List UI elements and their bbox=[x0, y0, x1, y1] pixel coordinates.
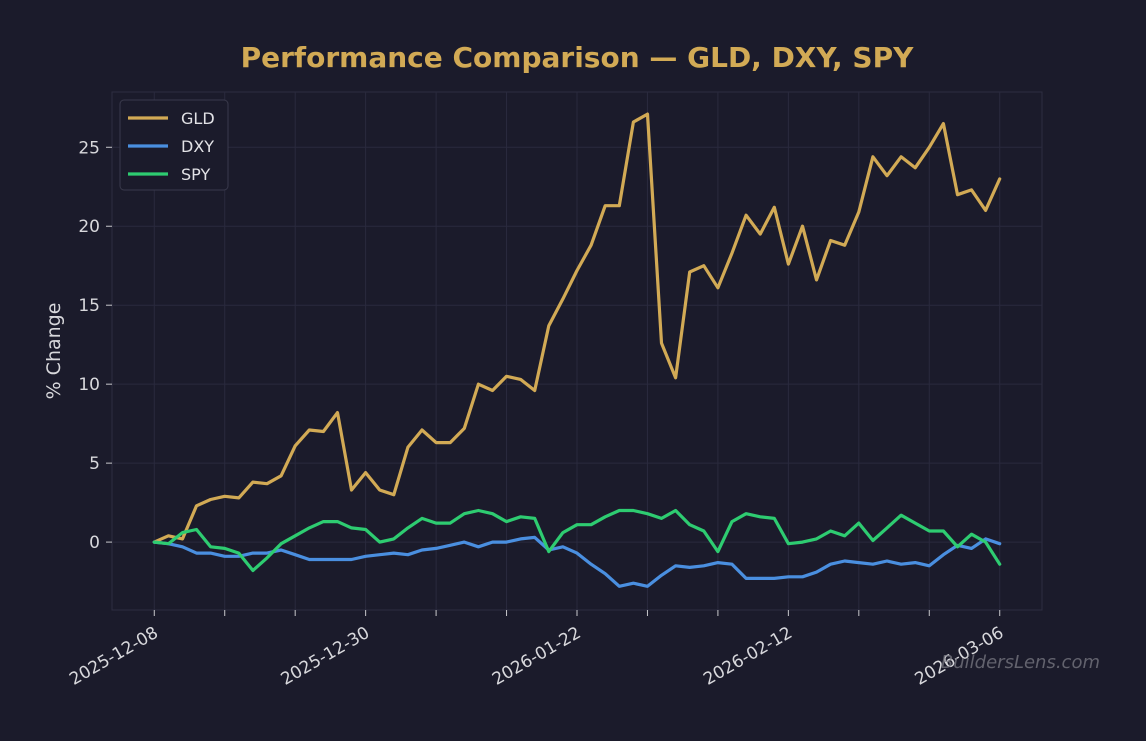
y-tick-label: 10 bbox=[78, 375, 100, 395]
legend-label-gld: GLD bbox=[181, 109, 215, 128]
watermark: BuildersLens.com bbox=[941, 652, 1100, 673]
y-tick-label: 5 bbox=[89, 454, 100, 474]
series-lines bbox=[152, 112, 1002, 588]
legend-label-dxy: DXY bbox=[181, 137, 214, 156]
y-tick-label: 20 bbox=[78, 217, 100, 237]
y-axis-label: % Change bbox=[43, 303, 65, 400]
series-line-spy bbox=[152, 508, 1002, 573]
legend-label-spy: SPY bbox=[181, 165, 210, 184]
y-tick-label: 25 bbox=[78, 138, 100, 158]
y-axis: 0 5 10 15 20 25 bbox=[78, 138, 112, 553]
y-tick-label: 15 bbox=[78, 296, 100, 316]
chart-title: Performance Comparison — GLD, DXY, SPY bbox=[241, 41, 915, 74]
grid bbox=[112, 92, 1042, 610]
series-line-gld bbox=[152, 112, 1002, 544]
legend: GLD DXY SPY bbox=[119, 99, 229, 191]
series-line-dxy bbox=[152, 535, 1002, 588]
y-tick-label: 0 bbox=[89, 533, 100, 553]
legend-box bbox=[119, 99, 229, 191]
